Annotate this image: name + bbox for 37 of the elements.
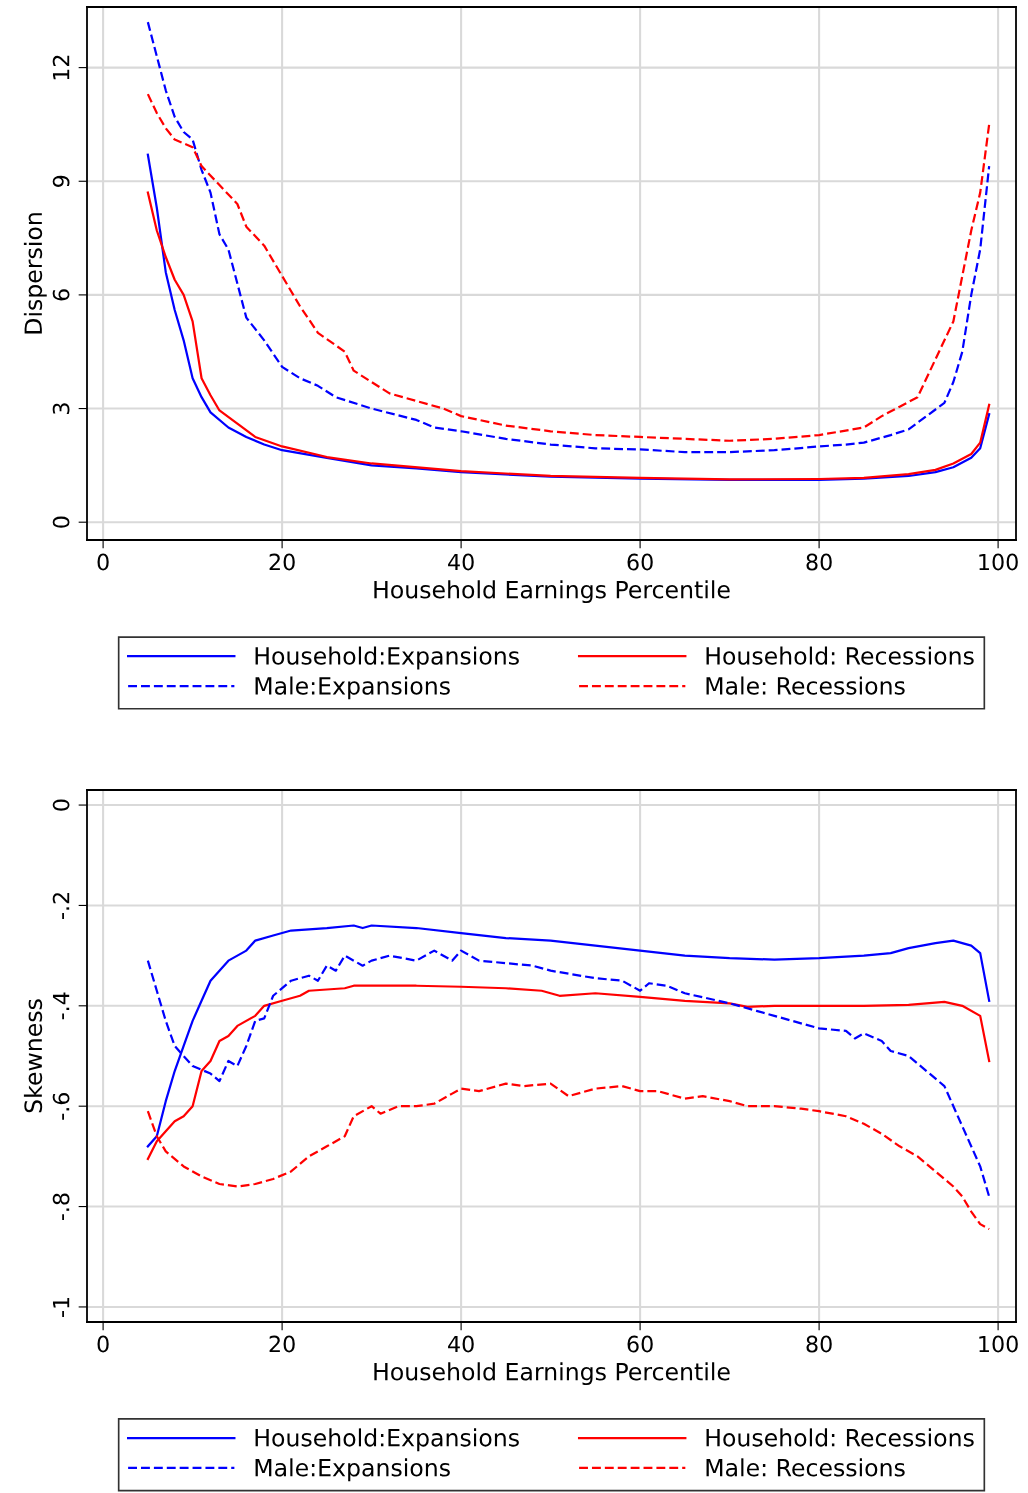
y-tick-label: -.4 [52, 992, 70, 1020]
y-tick-label: -.2 [52, 893, 70, 919]
x-tick-label: 20 [269, 553, 295, 571]
y-tick-label: 6 [52, 289, 70, 301]
y-tick-label: 0 [52, 516, 70, 528]
legend-label: Household: Recessions [706, 1428, 974, 1447]
x-tick-label: 100 [979, 553, 1018, 571]
legend-label: Male:Expansions [255, 1458, 450, 1482]
x-tick-label: 60 [627, 553, 653, 571]
x-tick-label: 40 [448, 1335, 474, 1353]
y-tick-label: 12 [52, 55, 70, 80]
legend-label: Male: Recessions [706, 1458, 905, 1477]
legend-label: Male:Expansions [255, 676, 450, 700]
x-tick-label: 100 [979, 1335, 1018, 1353]
legend-label: Household:Expansions [255, 1428, 519, 1452]
y-tick-label: 3 [52, 403, 70, 414]
x-tick-label: 60 [627, 1335, 653, 1353]
y-tick-label: -.8 [52, 1193, 70, 1221]
x-tick-label: 80 [806, 1335, 832, 1353]
x-tick-label: 20 [269, 1335, 295, 1353]
line-series [146, 21, 991, 454]
y-axis-title: Skewness [23, 999, 43, 1113]
legend-label: Household:Expansions [255, 646, 519, 670]
x-tick-label: 0 [97, 1335, 109, 1353]
y-tick-label: -1 [52, 1297, 70, 1317]
y-axis-title: Dispersion [23, 213, 47, 334]
x-axis-title: Household Earnings Percentile [374, 1362, 730, 1386]
x-tick-label: 80 [806, 553, 832, 571]
line-series [146, 93, 991, 442]
x-tick-label: 0 [97, 553, 109, 571]
y-tick-label: 0 [52, 799, 70, 811]
legend-label: Male: Recessions [706, 676, 905, 695]
legend-label: Household: Recessions [706, 646, 974, 665]
x-tick-label: 40 [448, 553, 474, 571]
x-axis-title: Household Earnings Percentile [374, 580, 730, 604]
y-tick-label: 9 [52, 175, 70, 187]
y-tick-label: -.6 [52, 1092, 70, 1120]
